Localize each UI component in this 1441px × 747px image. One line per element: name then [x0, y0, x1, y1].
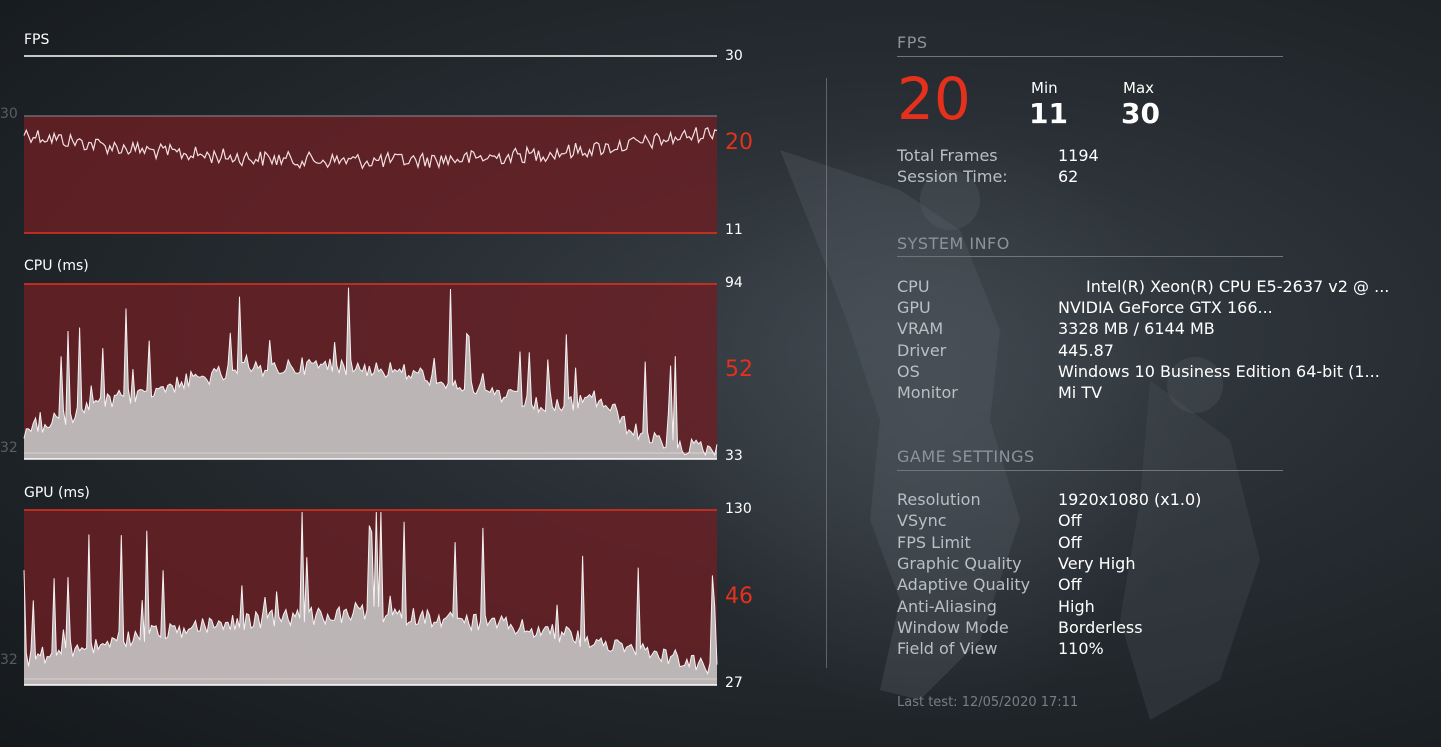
fps-section-title: FPS: [897, 33, 928, 52]
setting-label-resolution: Resolution: [897, 490, 981, 509]
cpu-series-area: [24, 287, 717, 459]
sysinfo-value-vram: 3328 MB / 6144 MB: [1058, 319, 1215, 338]
gpu-chart: [23, 509, 718, 686]
max-fps-label: Max: [1123, 79, 1155, 97]
current-fps-value: 20: [897, 65, 971, 133]
fps-chart: [23, 55, 718, 234]
sysinfo-value-cpu: Intel(R) Xeon(R) CPU E5-2637 v2 @ ...: [1086, 277, 1390, 296]
gpu-ghost-label: 32: [0, 652, 18, 668]
gpu-series-line: [23, 511, 718, 675]
gpu-max-label: 130: [725, 501, 752, 517]
total-frames-value: 1194: [1058, 146, 1099, 165]
sysinfo-label-os: OS: [897, 362, 920, 381]
max-fps-value: 30: [1121, 97, 1160, 130]
setting-value-fps-limit: Off: [1058, 533, 1082, 552]
fps-min-label: 11: [725, 222, 743, 238]
fps-range-band: [24, 116, 717, 233]
game-settings-divider: [897, 470, 1283, 471]
sysinfo-label-monitor: Monitor: [897, 383, 958, 402]
session-time-value: 62: [1058, 167, 1079, 186]
cpu-min-label: 33: [725, 448, 743, 464]
cpu-chart: [23, 283, 718, 460]
system-info-divider: [897, 256, 1283, 257]
sysinfo-value-os: Windows 10 Business Edition 64-bit (1...: [1058, 362, 1380, 381]
sysinfo-value-driver: 445.87: [1058, 341, 1114, 360]
setting-value-resolution: 1920x1080 (x1.0): [1058, 490, 1202, 509]
setting-value-vsync: Off: [1058, 511, 1082, 530]
setting-value-adaptive-quality: Off: [1058, 575, 1082, 594]
setting-value-field-of-view: 110%: [1058, 639, 1104, 658]
setting-label-vsync: VSync: [897, 511, 947, 530]
gpu-min-label: 27: [725, 675, 743, 691]
fps-current-value: 20: [725, 130, 753, 155]
cpu-series-line: [23, 287, 718, 457]
panel-divider: [826, 78, 827, 668]
fps-max-label: 30: [725, 48, 743, 64]
setting-value-window-mode: Borderless: [1058, 618, 1143, 637]
cpu-ghost-label: 32: [0, 440, 18, 456]
setting-value-anti-aliasing: High: [1058, 597, 1095, 616]
sysinfo-value-monitor: Mi TV: [1058, 383, 1103, 402]
sysinfo-label-driver: Driver: [897, 341, 947, 360]
fps-chart-title: FPS: [24, 32, 50, 48]
sysinfo-value-gpu: NVIDIA GeForce GTX 166...: [1058, 298, 1273, 317]
total-frames-label: Total Frames: [897, 146, 998, 165]
setting-value-graphic-quality: Very High: [1058, 554, 1136, 573]
setting-label-fps-limit: FPS Limit: [897, 533, 971, 552]
session-time-label: Session Time:: [897, 167, 1008, 186]
min-fps-label: Min: [1031, 79, 1058, 97]
min-fps-value: 11: [1029, 97, 1068, 130]
fps-ghost-label: 30: [0, 106, 18, 122]
gpu-current-value: 46: [725, 584, 753, 609]
sysinfo-label-vram: VRAM: [897, 319, 944, 338]
last-test-timestamp: Last test: 12/05/2020 17:11: [897, 695, 1079, 710]
setting-label-window-mode: Window Mode: [897, 618, 1009, 637]
system-info-title: SYSTEM INFO: [897, 234, 1010, 253]
setting-label-anti-aliasing: Anti-Aliasing: [897, 597, 997, 616]
gpu-chart-title: GPU (ms): [24, 485, 90, 501]
fps-series-line: [23, 126, 718, 170]
gpu-series-area: [24, 512, 717, 685]
game-settings-title: GAME SETTINGS: [897, 447, 1035, 466]
setting-label-field-of-view: Field of View: [897, 639, 998, 658]
cpu-chart-title: CPU (ms): [24, 258, 89, 274]
cpu-max-label: 94: [725, 275, 743, 291]
cpu-current-value: 52: [725, 357, 753, 382]
fps-section-divider: [897, 56, 1283, 57]
sysinfo-label-gpu: GPU: [897, 298, 931, 317]
sysinfo-label-cpu: CPU: [897, 277, 930, 296]
setting-label-graphic-quality: Graphic Quality: [897, 554, 1022, 573]
setting-label-adaptive-quality: Adaptive Quality: [897, 575, 1031, 594]
